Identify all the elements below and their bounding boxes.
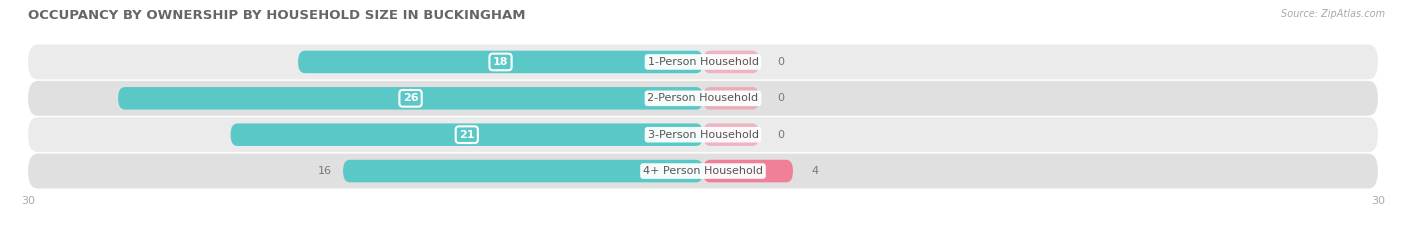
FancyBboxPatch shape <box>703 123 759 146</box>
Text: 21: 21 <box>458 130 475 140</box>
FancyBboxPatch shape <box>28 154 1378 188</box>
Text: OCCUPANCY BY OWNERSHIP BY HOUSEHOLD SIZE IN BUCKINGHAM: OCCUPANCY BY OWNERSHIP BY HOUSEHOLD SIZE… <box>28 9 526 22</box>
Text: 16: 16 <box>318 166 332 176</box>
Text: 4: 4 <box>811 166 818 176</box>
Text: 18: 18 <box>492 57 509 67</box>
Text: 3-Person Household: 3-Person Household <box>648 130 758 140</box>
FancyBboxPatch shape <box>28 81 1378 116</box>
Text: Source: ZipAtlas.com: Source: ZipAtlas.com <box>1281 9 1385 19</box>
Text: 1-Person Household: 1-Person Household <box>648 57 758 67</box>
FancyBboxPatch shape <box>343 160 703 182</box>
FancyBboxPatch shape <box>28 117 1378 152</box>
FancyBboxPatch shape <box>298 51 703 73</box>
FancyBboxPatch shape <box>118 87 703 110</box>
FancyBboxPatch shape <box>703 51 759 73</box>
Text: 2-Person Household: 2-Person Household <box>647 93 759 103</box>
FancyBboxPatch shape <box>231 123 703 146</box>
Text: 0: 0 <box>778 93 785 103</box>
FancyBboxPatch shape <box>703 87 759 110</box>
FancyBboxPatch shape <box>703 160 793 182</box>
Text: 26: 26 <box>402 93 419 103</box>
Text: 4+ Person Household: 4+ Person Household <box>643 166 763 176</box>
Text: 0: 0 <box>778 57 785 67</box>
FancyBboxPatch shape <box>28 45 1378 79</box>
Text: 0: 0 <box>778 130 785 140</box>
